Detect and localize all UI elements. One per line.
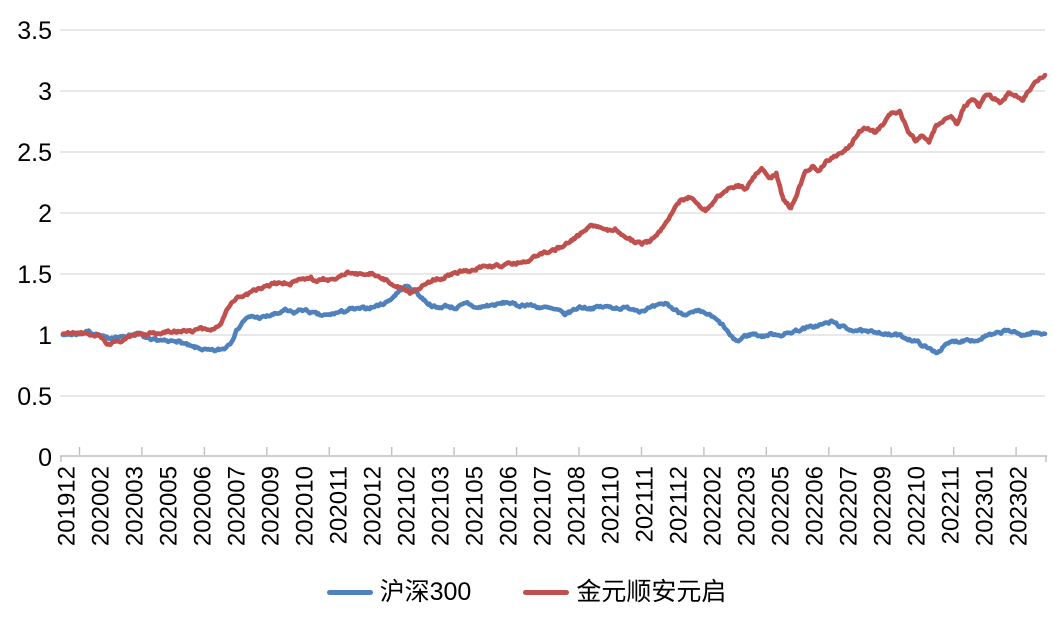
legend-label-fund: 金元顺安元启: [576, 578, 727, 606]
y-tick-label: 1.5: [17, 261, 52, 289]
x-tick-label: 202011: [326, 466, 353, 544]
series-line-hs300: [60, 283, 1048, 356]
x-tick-label: 202203: [734, 466, 761, 546]
x-axis: [60, 447, 1047, 462]
x-tick-label: 202105: [462, 466, 489, 546]
chart-legend: 沪深300 金元顺安元启: [0, 580, 1053, 605]
x-tick-label: 202301: [972, 466, 999, 546]
x-tick-label: 202112: [666, 466, 693, 544]
y-tick-label: 0.5: [17, 383, 52, 411]
x-tick-label: 202206: [802, 466, 829, 546]
fund-line-swatch-icon: [523, 589, 570, 596]
y-tick-label: 3.5: [17, 17, 52, 45]
hs300-line-swatch-icon: [326, 589, 373, 596]
x-tick-label: 202006: [190, 466, 217, 546]
y-tick-label: 2: [38, 200, 52, 228]
x-tick-label: 202005: [156, 466, 183, 546]
x-tick-label: 202002: [88, 466, 115, 546]
x-tick-label: 202211: [938, 466, 965, 544]
x-tick-label: 201912: [54, 466, 81, 546]
y-axis-labels: 0 0.5 1 1.5 2 2.5 3 3.5: [17, 17, 52, 472]
series-line-fund: [60, 72, 1048, 347]
x-tick-label: 202210: [904, 466, 931, 546]
x-tick-label: 202009: [258, 466, 285, 546]
legend-item-hs300: 沪深300: [326, 578, 472, 606]
x-tick-label: 202010: [292, 466, 319, 546]
gridlines: [60, 29, 1045, 397]
x-tick-label: 202205: [768, 466, 795, 546]
y-tick-label: 2.5: [17, 139, 52, 167]
x-tick-label: 202209: [870, 466, 897, 546]
legend-label-hs300: 沪深300: [379, 578, 472, 606]
x-axis-labels: 201912 202002 202003 202005 202006 202007 2020…: [54, 466, 1033, 546]
x-tick-label: 202103: [428, 466, 455, 546]
x-tick-label: 202102: [394, 466, 421, 546]
x-tick-label: 202108: [564, 466, 591, 546]
x-tick-label: 202107: [530, 466, 557, 546]
y-tick-label: 1: [38, 322, 52, 350]
x-tick-label: 202007: [224, 466, 251, 546]
x-tick-label: 202202: [700, 466, 727, 546]
x-tick-label: 202111: [632, 466, 659, 543]
x-tick-label: 202106: [496, 466, 523, 546]
y-tick-label: 0: [38, 444, 52, 472]
x-tick-label: 202012: [360, 466, 387, 546]
x-tick-label: 202110: [598, 466, 625, 544]
x-tick-label: 202207: [836, 466, 863, 546]
legend-item-fund: 金元顺安元启: [523, 580, 726, 605]
x-tick-label: 202302: [1006, 466, 1033, 546]
x-tick-label: 202003: [122, 466, 149, 546]
y-tick-label: 3: [38, 78, 52, 106]
